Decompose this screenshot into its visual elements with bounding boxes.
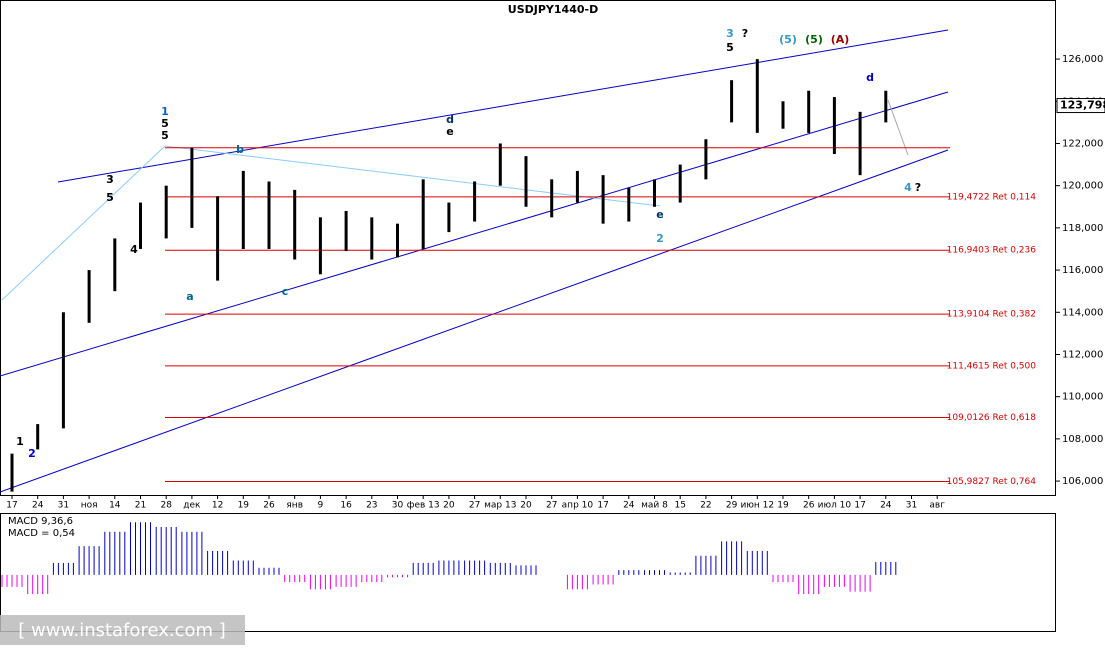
wave-label: 5 (161, 117, 169, 130)
x-tick-label: 26 (803, 501, 815, 511)
y-tick-label: 120,000 (1062, 181, 1103, 192)
wave-label: 2 (28, 447, 36, 460)
price-box (1056, 98, 1105, 114)
x-tick-label: 28 (160, 501, 172, 511)
y-tick-label: 110,000 (1062, 392, 1103, 403)
x-tick-label: 31 (58, 501, 69, 511)
x-tick-label: 30 (392, 501, 404, 511)
wave-label: 5 (726, 41, 734, 54)
x-tick-label: июл 10 (818, 501, 852, 511)
x-tick-label: 24 (32, 501, 44, 511)
x-tick-label: 16 (340, 501, 352, 511)
wave-label: (5) (779, 33, 797, 46)
x-tick-label: фев 13 (407, 501, 440, 511)
wave-label: e (656, 208, 663, 221)
y-tick-label: 122,000 (1062, 138, 1103, 149)
wave-label: e (446, 125, 453, 138)
x-tick-label: 19 (777, 501, 789, 511)
wave-label: (A) (831, 33, 850, 46)
retracement-label: 111,4615 Ret 0,500 (947, 361, 1037, 371)
wave-label: 5 (161, 129, 169, 142)
wave-label: 4 (904, 181, 912, 194)
wave-label: 2 (656, 232, 664, 245)
macd-value: MACD = 0,54 (8, 528, 75, 539)
y-tick-label: 116,000 (1062, 265, 1103, 276)
watermark: [ www.instaforex.com ] (18, 620, 226, 641)
x-tick-label: авг (929, 501, 945, 511)
channel-line (0, 91, 949, 377)
y-tick-label: 112,000 (1062, 349, 1103, 360)
wave-label: 1 (16, 435, 24, 448)
x-tick-label: май 8 (641, 501, 668, 511)
wave-label: ? (915, 181, 921, 194)
x-tick-label: 26 (263, 501, 275, 511)
y-tick-label: 114,000 (1062, 307, 1103, 318)
retracement-label: 119,4722 Ret 0,114 (947, 192, 1037, 202)
wave-label: 3 (106, 173, 114, 186)
x-tick-label: 17 (597, 501, 608, 511)
retracement-label: 109,0126 Ret 0,618 (947, 413, 1037, 423)
wave-label: 3 (726, 27, 734, 40)
x-tick-label: июн 12 (740, 501, 774, 511)
x-tick-label: ноя (81, 501, 98, 511)
x-tick-label: 15 (674, 501, 685, 511)
watermark-box (0, 615, 245, 645)
wave-label: ? (742, 27, 748, 40)
x-tick-label: 22 (700, 501, 711, 511)
x-tick-label: 17 (6, 501, 17, 511)
retracement-label: 113,9104 Ret 0,382 (947, 310, 1036, 320)
y-tick-label: 118,000 (1062, 223, 1103, 234)
chart-title: USDJPY1440-D (508, 3, 598, 16)
wave-label: 5 (106, 191, 114, 204)
x-tick-label: 14 (109, 501, 121, 511)
x-tick-label: 24 (880, 501, 892, 511)
macd-title: MACD 9,36,6 (8, 516, 73, 527)
x-tick-label: 24 (623, 501, 635, 511)
channel-line (57, 29, 949, 183)
wave-label: 4 (130, 243, 138, 256)
x-tick-label: дек (183, 501, 201, 511)
wave-label: (5) (805, 33, 823, 46)
x-tick-label: янв (286, 501, 303, 511)
trend-line (1, 145, 166, 301)
x-tick-label: 12 (212, 501, 223, 511)
x-tick-label: 17 (854, 501, 865, 511)
x-tick-label: 27 (546, 501, 557, 511)
y-tick-label: 108,000 (1062, 434, 1103, 445)
x-tick-label: 21 (135, 501, 146, 511)
x-tick-label: 23 (366, 501, 377, 511)
x-tick-label: 29 (726, 501, 738, 511)
wave-label: b (236, 143, 244, 156)
x-tick-label: 27 (469, 501, 480, 511)
forecast-line (887, 99, 909, 156)
wave-label: 1 (161, 105, 169, 118)
price-label: 123,798 (1060, 99, 1105, 112)
x-tick-label: апр 10 (562, 501, 594, 511)
x-tick-label: 20 (520, 501, 532, 511)
wave-label: a (186, 290, 193, 303)
x-tick-label: 31 (906, 501, 917, 511)
x-tick-label: 19 (238, 501, 250, 511)
y-tick-label: 126,000 (1062, 54, 1103, 65)
retracement-label: 116,9403 Ret 0,236 (947, 246, 1037, 256)
wave-label: d (446, 113, 454, 126)
wave-label: d (866, 71, 874, 84)
price-frame (0, 0, 1056, 496)
x-tick-label: 20 (443, 501, 455, 511)
x-tick-label: 9 (318, 501, 324, 511)
retracement-label: 105,9827 Ret 0,764 (947, 477, 1037, 487)
macd-frame (0, 513, 1056, 632)
channel-line (0, 149, 949, 493)
x-tick-label: мар 13 (484, 501, 516, 511)
y-tick-label: 106,000 (1062, 476, 1103, 487)
wave-label: c (282, 285, 289, 298)
